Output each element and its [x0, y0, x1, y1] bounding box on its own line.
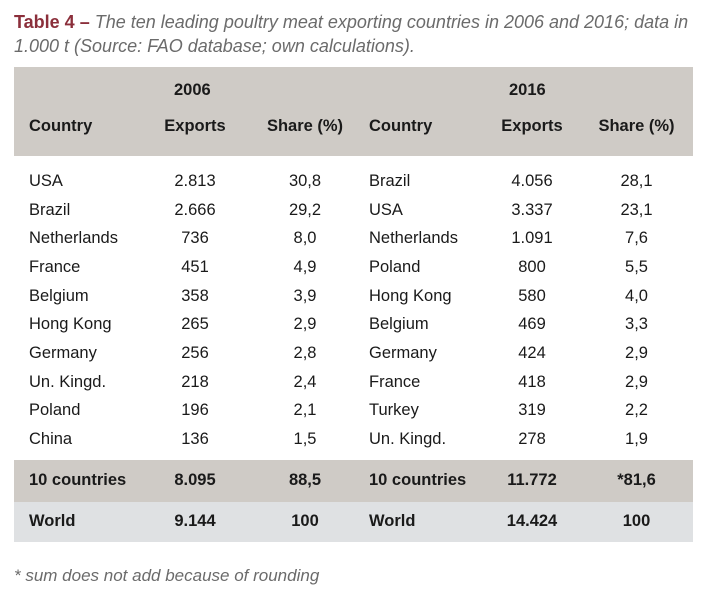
table-row: USA 2.813 30,8 Brazil 4.056 28,1 [14, 172, 693, 200]
share-2006-header: Share (%) [266, 117, 344, 135]
total-label-2006: 10 countries [29, 471, 127, 489]
share-2016: 2,9 [625, 373, 648, 391]
share-2016: 2,9 [625, 344, 648, 362]
country-2016-header: Country [369, 117, 433, 135]
world-label-2016: World [369, 512, 416, 530]
total-exports-2016: 11.772 [507, 471, 557, 489]
table-row: Un. Kingd. 218 2,4 France 418 2,9 [14, 373, 693, 401]
share-2006: 1,5 [293, 430, 317, 448]
share-2016: 4,0 [625, 287, 648, 305]
share-2006: 3,9 [293, 287, 317, 305]
year-2016-header: 2016 [509, 81, 546, 99]
country-2016: Brazil [369, 172, 411, 190]
table-caption: Table 4 – The ten leading poultry meat e… [14, 10, 694, 58]
footnote: * sum does not add because of rounding [14, 566, 320, 585]
exports-2016: 4.056 [511, 172, 553, 190]
exports-2006: 736 [181, 229, 209, 247]
table-body: USA 2.813 30,8 Brazil 4.056 28,1 Brazil … [14, 156, 693, 460]
world-share-2006: 100 [291, 512, 319, 530]
total-exports-2006: 8.095 [174, 471, 216, 489]
exports-2006: 2.813 [174, 172, 216, 190]
share-2016: 7,6 [625, 229, 648, 247]
country-2006: China [29, 430, 73, 448]
exports-2016: 580 [518, 287, 546, 305]
share-2006: 4,9 [293, 258, 317, 276]
share-2006: 29,2 [288, 201, 322, 219]
table-row: Poland 196 2,1 Turkey 319 2,2 [14, 401, 693, 429]
exports-2006: 265 [181, 315, 209, 333]
share-2016: 2,2 [625, 401, 648, 419]
table-row: Hong Kong 265 2,9 Belgium 469 3,3 [14, 315, 693, 343]
country-2006: Poland [29, 401, 81, 419]
exports-2016: 278 [518, 430, 546, 448]
country-2016: Germany [369, 344, 437, 362]
exports-2016: 319 [518, 401, 546, 419]
table-title: The ten leading poultry meat exporting c… [14, 12, 689, 56]
exports-2006-header: Exports [164, 117, 226, 135]
share-2006: 2,1 [293, 401, 317, 419]
country-2006: Brazil [29, 201, 71, 219]
share-2016: 23,1 [620, 201, 653, 219]
share-2006: 30,8 [288, 172, 322, 190]
share-2016-header: Share (%) [598, 117, 675, 135]
total-row: 10 countries 8.095 88,5 10 countries 11.… [14, 460, 693, 502]
exports-2016: 3.337 [511, 201, 553, 219]
table-label: Table 4 – [14, 12, 90, 32]
country-2006: USA [29, 172, 63, 190]
exports-2016: 469 [518, 315, 546, 333]
country-2016: Netherlands [369, 229, 458, 247]
country-2006-header: Country [29, 117, 93, 135]
exports-2016: 418 [518, 373, 546, 391]
table-row: Netherlands 736 8,0 Netherlands 1.091 7,… [14, 229, 693, 257]
world-label-2006: World [29, 512, 76, 530]
share-2016: 1,9 [625, 430, 648, 448]
exports-2006: 256 [181, 344, 209, 362]
country-2006: Hong Kong [29, 315, 112, 333]
country-2016: Poland [369, 258, 421, 276]
world-row: World 9.144 100 World 14.424 100 [14, 502, 693, 542]
country-2006: Germany [29, 344, 97, 362]
country-2006: France [29, 258, 81, 276]
total-share-2016: *81,6 [617, 471, 656, 489]
exports-2006: 218 [181, 373, 209, 391]
exports-2006: 451 [181, 258, 209, 276]
exports-table: 2006 2016 Country Exports Share (%) Coun… [14, 67, 693, 542]
total-label-2016: 10 countries [369, 471, 467, 489]
table-row: Brazil 2.666 29,2 USA 3.337 23,1 [14, 201, 693, 229]
year-2006-header: 2006 [174, 81, 211, 99]
exports-2006: 196 [181, 401, 209, 419]
country-2006: Belgium [29, 287, 89, 305]
exports-2016: 424 [518, 344, 546, 362]
world-exports-2006: 9.144 [174, 512, 216, 530]
exports-2006: 2.666 [174, 201, 216, 219]
exports-2006: 136 [181, 430, 209, 448]
exports-2016: 800 [518, 258, 546, 276]
table-row: France 451 4,9 Poland 800 5,5 [14, 258, 693, 286]
exports-2006: 358 [181, 287, 209, 305]
exports-2016-header: Exports [501, 117, 563, 135]
world-exports-2016: 14.424 [506, 512, 558, 530]
total-share-2006: 88,5 [288, 471, 322, 489]
country-2016: USA [369, 201, 403, 219]
share-2016: 3,3 [625, 315, 648, 333]
country-2006: Netherlands [29, 229, 118, 247]
share-2016: 28,1 [620, 172, 653, 190]
country-2016: Belgium [369, 315, 429, 333]
country-2016: Un. Kingd. [369, 430, 447, 448]
share-2016: 5,5 [625, 258, 648, 276]
table-row: China 136 1,5 Un. Kingd. 278 1,9 [14, 430, 693, 458]
table-row: Belgium 358 3,9 Hong Kong 580 4,0 [14, 287, 693, 315]
share-2006: 8,0 [293, 229, 317, 247]
country-2016: France [369, 373, 421, 391]
share-2006: 2,8 [293, 344, 317, 362]
world-share-2016: 100 [622, 512, 651, 530]
country-2006: Un. Kingd. [29, 373, 107, 391]
share-2006: 2,9 [293, 315, 317, 333]
country-2016: Hong Kong [369, 287, 452, 305]
table-header: 2006 2016 Country Exports Share (%) Coun… [14, 67, 693, 156]
table-row: Germany 256 2,8 Germany 424 2,9 [14, 344, 693, 372]
country-2016: Turkey [369, 401, 419, 419]
share-2006: 2,4 [293, 373, 317, 391]
exports-2016: 1.091 [511, 229, 553, 247]
